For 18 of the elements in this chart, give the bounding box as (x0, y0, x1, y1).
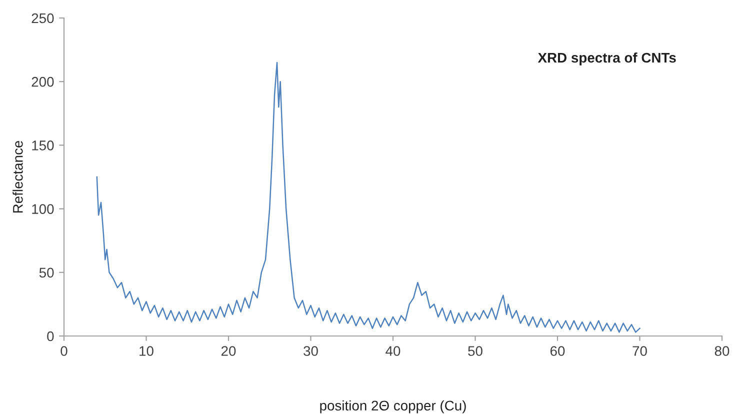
x-axis-title: position 2Θ copper (Cu) (320, 400, 466, 414)
x-tick-label: 0 (60, 346, 68, 356)
y-tick-label: 100 (32, 204, 54, 214)
y-tick-label: 250 (32, 13, 54, 24)
y-tick-label: 0 (47, 331, 54, 342)
y-axis-title: Reflectance (12, 140, 23, 213)
x-tick-label: 70 (632, 346, 647, 356)
y-tick-label: 50 (39, 268, 54, 278)
text: XRD spectra of CNTs (538, 52, 676, 66)
x-tick-label: 80 (714, 346, 730, 356)
x-tick-label: 10 (140, 346, 154, 356)
x-tick-label: 40 (386, 346, 400, 356)
y-tick-label: 200 (32, 76, 54, 87)
y-tick-label: 150 (32, 140, 54, 150)
x-tick-label: 50 (468, 346, 482, 356)
x-tick-label: 20 (221, 346, 236, 356)
x-tick-label: 30 (304, 346, 318, 356)
x-tick-label: 60 (550, 346, 565, 356)
